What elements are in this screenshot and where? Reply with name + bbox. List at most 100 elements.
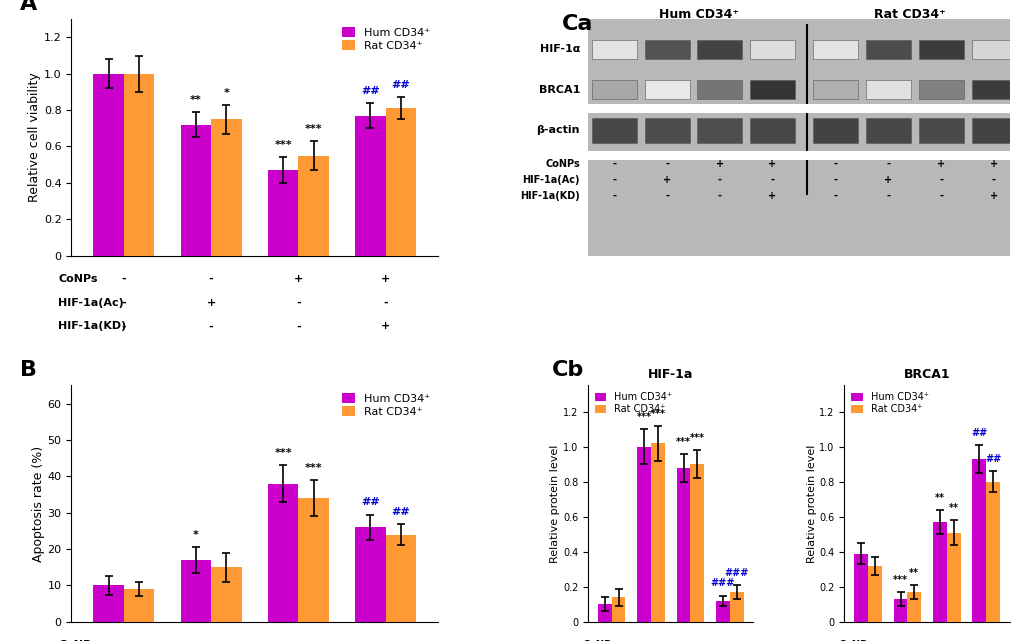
Bar [865, 80, 910, 99]
Text: ###: ### [710, 578, 735, 588]
Bar [918, 80, 963, 99]
Bar [867, 566, 881, 622]
Text: ##: ## [984, 454, 1001, 464]
Text: ***: *** [676, 437, 690, 447]
Bar [591, 80, 636, 99]
Bar [971, 118, 1015, 143]
Bar [93, 585, 123, 622]
Bar [211, 567, 242, 622]
Text: -: - [611, 175, 615, 185]
Text: ***: *** [893, 575, 907, 585]
Text: Cb: Cb [551, 360, 583, 380]
Bar [587, 151, 1009, 160]
Text: A: A [20, 0, 38, 13]
Text: BRCA1: BRCA1 [538, 85, 580, 95]
Text: -: - [886, 159, 890, 169]
Bar [893, 599, 907, 622]
Bar [697, 40, 742, 59]
Y-axis label: Relative cell viability: Relative cell viability [29, 72, 41, 203]
Bar [715, 601, 729, 622]
Bar [946, 533, 960, 622]
Text: ##: ## [361, 86, 379, 96]
Legend: Hum CD34⁺, Rat CD34⁺: Hum CD34⁺, Rat CD34⁺ [592, 390, 674, 416]
Bar [123, 74, 154, 256]
Text: -: - [121, 321, 126, 331]
Text: -: - [209, 321, 213, 331]
Bar [268, 170, 299, 256]
Y-axis label: Apoptosis rate (%): Apoptosis rate (%) [32, 445, 45, 562]
Bar [729, 592, 743, 622]
Bar [918, 40, 963, 59]
Text: HIF-1a(Ac): HIF-1a(Ac) [522, 175, 580, 185]
Text: -: - [611, 190, 615, 201]
Text: -: - [717, 190, 721, 201]
Bar [211, 119, 242, 256]
Text: +: + [883, 175, 892, 185]
Bar [180, 560, 211, 622]
Bar [697, 118, 742, 143]
Text: HIF-1α: HIF-1α [539, 44, 580, 54]
Text: +: + [293, 274, 303, 284]
Text: B: B [20, 360, 37, 380]
Text: +: + [767, 159, 775, 169]
Text: ***: *** [636, 412, 651, 422]
Bar [812, 80, 857, 99]
Bar [385, 535, 416, 622]
Text: HIF-1a(KD): HIF-1a(KD) [58, 321, 126, 331]
Text: HIF-1a(KD): HIF-1a(KD) [520, 190, 580, 201]
Bar [918, 118, 963, 143]
Text: +: + [662, 175, 671, 185]
Legend: Hum CD34⁺, Rat CD34⁺: Hum CD34⁺, Rat CD34⁺ [339, 25, 432, 53]
Bar [644, 40, 689, 59]
Bar [644, 80, 689, 99]
Text: +: + [715, 159, 723, 169]
Bar [865, 40, 910, 59]
Text: -: - [121, 274, 126, 284]
Text: CoNPs: CoNPs [58, 274, 98, 284]
Text: -: - [296, 298, 301, 308]
Text: *: * [193, 530, 199, 540]
Text: ##: ## [391, 80, 410, 90]
Text: BRCA1: BRCA1 [903, 368, 950, 381]
Bar [697, 80, 742, 99]
Text: -: - [833, 159, 837, 169]
Bar [650, 443, 664, 622]
Text: CoNPs: CoNPs [545, 159, 580, 169]
Bar [971, 80, 1015, 99]
Bar [690, 464, 703, 622]
Y-axis label: Relative protein level: Relative protein level [549, 444, 559, 563]
Text: -: - [938, 175, 943, 185]
Text: ***: *** [689, 433, 704, 443]
Text: -: - [938, 190, 943, 201]
Text: β-actin: β-actin [536, 126, 580, 135]
Text: HIF-1a(Ac): HIF-1a(Ac) [58, 298, 124, 308]
Bar [299, 156, 329, 256]
Text: **: ** [190, 95, 202, 105]
Bar [812, 40, 857, 59]
Bar [355, 528, 385, 622]
Bar [907, 592, 920, 622]
Bar [180, 124, 211, 256]
Text: -: - [833, 190, 837, 201]
Bar [611, 597, 625, 622]
Bar [971, 459, 985, 622]
Text: -: - [886, 190, 890, 201]
Bar [749, 80, 794, 99]
Bar [268, 483, 299, 622]
Text: +: + [989, 159, 997, 169]
Legend: Hum CD34⁺, Rat CD34⁺: Hum CD34⁺, Rat CD34⁺ [849, 390, 929, 416]
Bar [355, 115, 385, 256]
Bar [853, 554, 867, 622]
Text: **: ** [948, 503, 958, 513]
Bar [812, 118, 857, 143]
Text: -: - [833, 175, 837, 185]
Bar [971, 40, 1015, 59]
Text: -: - [296, 321, 301, 331]
Text: ##: ## [361, 497, 379, 508]
Text: Hum CD34⁺: Hum CD34⁺ [658, 8, 738, 21]
Text: -: - [769, 175, 773, 185]
Bar [587, 104, 1009, 113]
Text: +: + [936, 159, 945, 169]
Bar [749, 40, 794, 59]
Bar [985, 482, 999, 622]
